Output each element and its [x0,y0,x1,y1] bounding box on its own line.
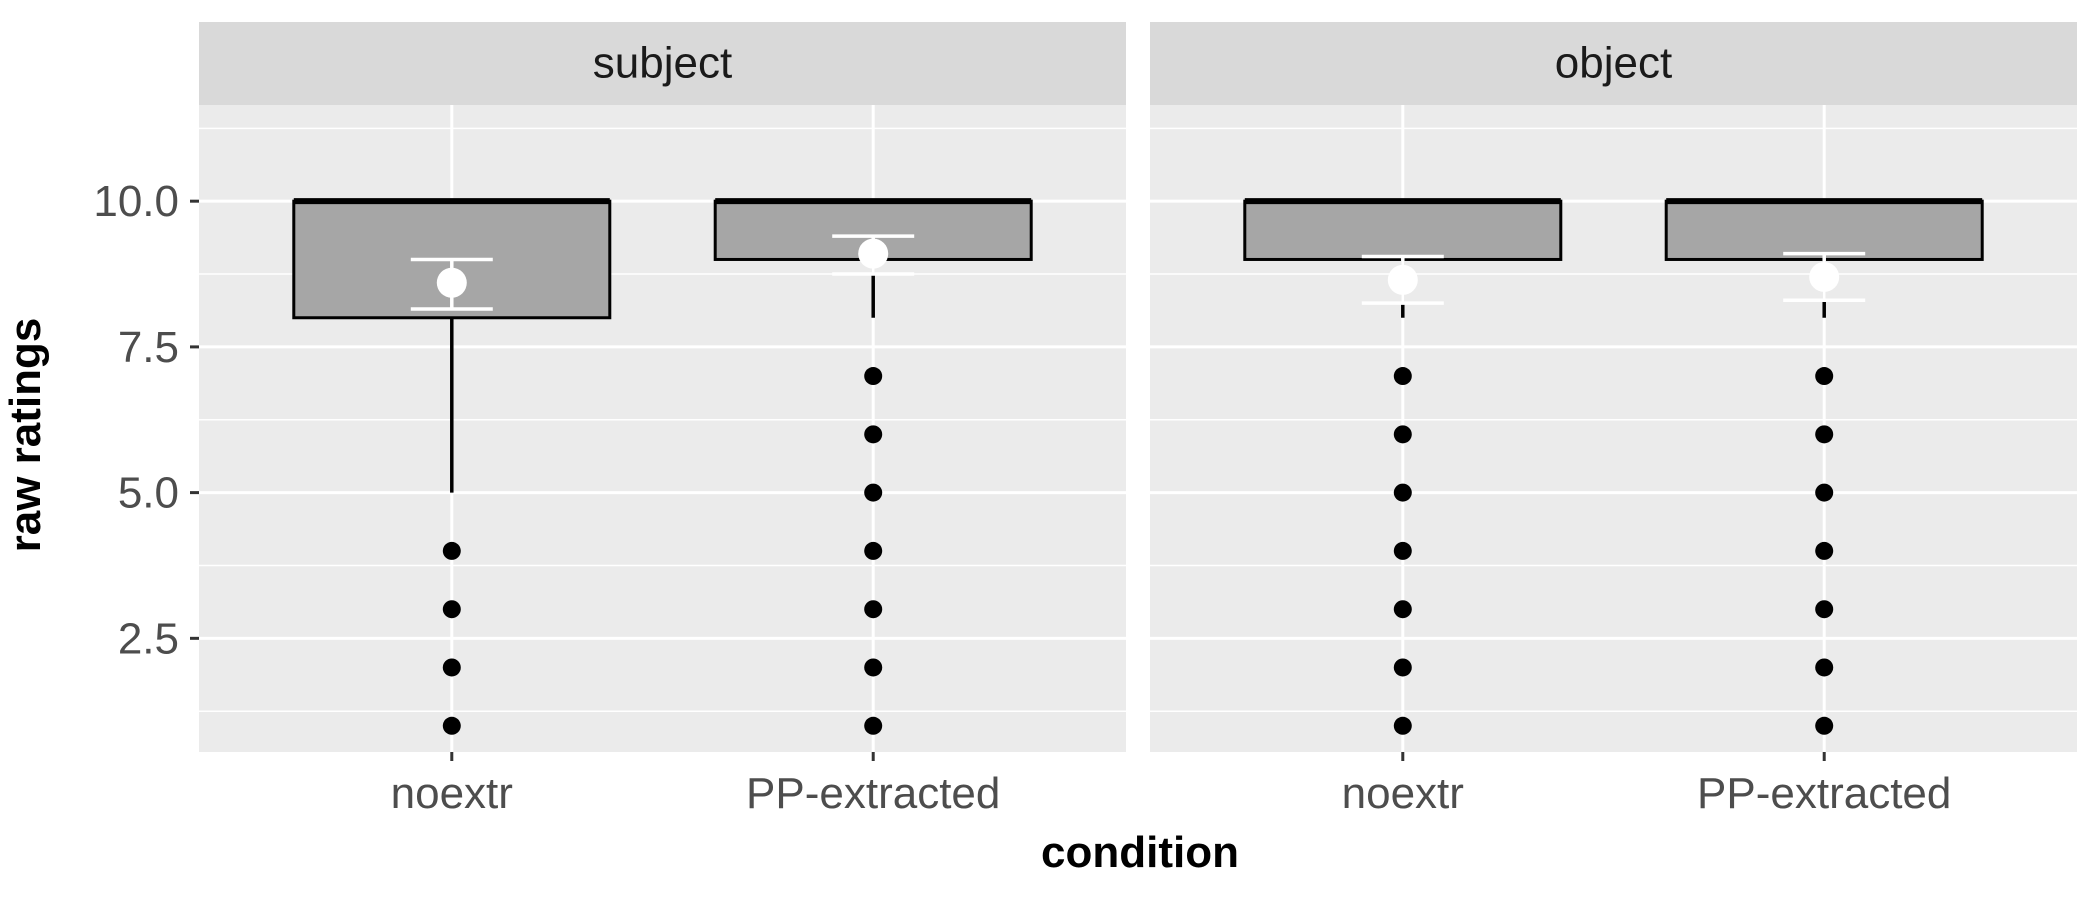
outlier-point [442,600,461,619]
boxplot-PP-extracted: PP-extracted [713,198,1033,818]
outlier-point [864,658,883,677]
outlier-point [1393,658,1412,677]
facet-strip [199,22,1126,105]
mean-point [1809,261,1840,292]
panel-object: object noextr PP-extracted [1150,22,2077,818]
outlier-point [442,541,461,560]
outlier-point [1393,541,1412,560]
outlier-point [1815,425,1834,444]
box-iqr [1243,199,1563,261]
outlier-point [1815,716,1834,735]
outlier-point [1815,600,1834,619]
boxplot-PP-extracted: PP-extracted [1664,198,1984,818]
x-axis-title: condition [1041,828,1239,877]
outlier-point [864,716,883,735]
boxplot-noextr: noextr [1243,198,1563,818]
facet-label: subject [593,39,732,88]
outlier-point [864,425,883,444]
outlier-point [1393,716,1412,735]
y-axis: 2.5 5.0 7.5 10.0 [93,177,199,663]
outlier-point [864,600,883,619]
mean-point [1387,264,1418,295]
x-tick-label: noextr [391,769,513,818]
panel-subject: subject noextr PP-extracted [199,22,1126,818]
box-iqr [713,199,1033,261]
outlier-point [1393,425,1412,444]
x-tick-label: PP-extracted [1697,769,1951,818]
mean-point [436,267,467,298]
outlier-point [864,483,883,502]
outlier-point [1815,541,1834,560]
outlier-point [1815,367,1834,386]
outlier-point [1393,483,1412,502]
y-tick-label: 5.0 [118,469,179,518]
outlier-point [1393,367,1412,386]
facet-strip [1150,22,2077,105]
facet-panels: subject noextr PP-extracted object noextr PP-… [199,22,2077,818]
y-tick-label: 7.5 [118,323,179,372]
facet-label: object [1555,39,1672,88]
box-iqr [1664,199,1984,261]
outlier-point [442,716,461,735]
outlier-point [1815,658,1834,677]
boxplot-noextr: noextr [292,198,612,818]
outlier-point [1815,483,1834,502]
mean-point [858,238,889,269]
y-axis-title: raw ratings [1,318,50,553]
x-tick-label: noextr [1342,769,1464,818]
y-tick-label: 10.0 [93,177,179,226]
y-tick-label: 2.5 [118,614,179,663]
outlier-point [1393,600,1412,619]
x-tick-label: PP-extracted [746,769,1000,818]
outlier-point [864,541,883,560]
outlier-point [442,658,461,677]
outlier-point [864,367,883,386]
